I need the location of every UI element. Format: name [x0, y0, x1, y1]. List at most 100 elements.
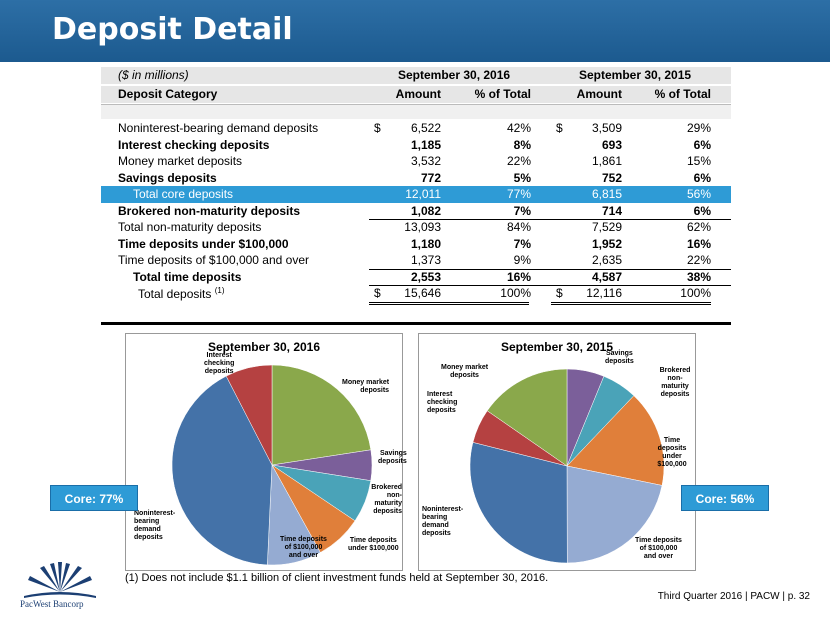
subtotal-rule [369, 268, 731, 270]
pct-2016: 7% [513, 203, 531, 218]
pct-2016: 100% [500, 286, 531, 300]
row-label: Money market deposits [118, 154, 243, 168]
row-label: Time deposits under $100,000 [118, 236, 289, 251]
table-row: Interest checking deposits 1,185 8% 693 6% [101, 137, 731, 154]
pie-slice [566, 395, 665, 486]
header-divider [101, 104, 731, 105]
amount-2015: 3,509 [591, 121, 622, 135]
pct-2016: 42% [506, 121, 531, 135]
section-divider [101, 322, 731, 325]
amount-2016: 1,373 [410, 253, 441, 267]
pct-2015: 6% [693, 170, 711, 185]
table-row: Total time deposits 2,553 16% 4,587 38% [101, 269, 731, 286]
pct-2015: 62% [686, 220, 711, 234]
page-footer: Third Quarter 2016 | PACW | p. 32 [657, 591, 810, 602]
pct-2015: 29% [686, 121, 711, 135]
pct-2016: 9% [513, 253, 531, 267]
row-label: Total non-maturity deposits [118, 220, 262, 234]
pct2-column-header: % of Total [654, 87, 711, 101]
row-label: Total time deposits [133, 269, 242, 284]
pct1-column-header: % of Total [474, 87, 531, 101]
pie-slice [469, 442, 568, 564]
pct-2016: 22% [506, 154, 531, 168]
amount-2016: 1,082 [410, 203, 441, 218]
row-label: Total deposits [138, 287, 212, 301]
pie-2016-svg [171, 364, 373, 566]
table-row: Noninterest-bearing demand deposits $ $6,5… [101, 120, 731, 137]
total-double-rule [369, 301, 529, 303]
row-label-wrap: Total deposits (1) [138, 286, 225, 301]
pie-label-td-over: Time deposits of $100,000 and over [280, 536, 327, 559]
pie-chart-2015: September 30, 2015 Savings deposits Broker… [418, 333, 696, 571]
pie-label-td-under: Time deposits under $100,000 [657, 437, 687, 468]
dollar-sign: $ [556, 121, 563, 135]
pct-2016: 5% [513, 170, 531, 185]
subtotal-rule [369, 285, 731, 286]
pie-2015-svg [469, 368, 665, 564]
amount-2015: 6,815 [591, 187, 622, 201]
table-row: Total core deposits 12,011 77% 6,815 56% [101, 186, 731, 203]
total-double-rule [369, 303, 529, 305]
pie-slice [566, 465, 663, 564]
amount1-column-header: Amount [395, 87, 441, 101]
pie-slice [486, 368, 568, 467]
amount-2016: 15,646 [404, 286, 441, 300]
pct-2015: 100% [680, 286, 711, 300]
pacwest-logo-icon [24, 562, 96, 598]
table-row: Brokered non-maturity deposits 1,082 7% 714… [101, 203, 731, 220]
pct-2016: 16% [506, 269, 531, 284]
page-title: Deposit Detail [52, 12, 293, 47]
spacer-band [101, 105, 731, 119]
pie-label-savings: Savings deposits [605, 350, 634, 365]
table-period-header: ($ in millions) September 30, 2016 Septe… [101, 67, 731, 84]
pie-label-money-market: Money market deposits [441, 364, 489, 379]
pie-slice [225, 364, 273, 466]
amount-2015: 714 [601, 203, 622, 218]
amount-2015: 1,952 [591, 236, 622, 251]
amount-2016: 12,011 [405, 187, 441, 201]
row-label: Brokered non-maturity deposits [118, 203, 301, 218]
pct-2015: 22% [686, 253, 711, 267]
pie-label-savings: Savings deposits [378, 450, 407, 465]
pct-2015: 6% [693, 203, 711, 218]
total-double-rule [551, 303, 711, 305]
table-row: Time deposits under $100,000 1,180 7% 1,952… [101, 236, 731, 253]
units-label: ($ in millions) [118, 68, 189, 82]
dollar-sign: $ [374, 121, 381, 135]
pie-label-noninterest: Noninterest-bearing demand deposits [134, 510, 176, 541]
row-label: Total core deposits [133, 187, 234, 201]
table-row: Total deposits (1) $ $15,646 100% 12,116 100% [101, 285, 731, 302]
pct-2016: 7% [513, 236, 531, 251]
pct-2015: 16% [686, 236, 711, 251]
pie-label-interest-checking: Interest checking deposits [427, 391, 458, 414]
total-double-rule [551, 301, 711, 303]
pie-label-td-over: Time deposits of $100,000 and over [635, 537, 682, 560]
table-row: Time deposits of $100,000 and over 1,373 9… [101, 252, 731, 269]
pie-label-brokered: Brokered non-maturity deposits [659, 367, 691, 398]
table-column-band [101, 86, 731, 103]
pct-2016: 84% [506, 220, 531, 234]
pie-label-noninterest: Noninterest-bearing demand deposits [422, 506, 464, 537]
row-label: Noninterest-bearing demand deposits [118, 121, 319, 135]
amount-2015: 1,861 [591, 154, 622, 168]
amount-2015: 7,529 [591, 220, 622, 234]
pie-slice [271, 364, 372, 466]
pie-2016-title: September 30, 2016 [207, 340, 321, 354]
pie-label-td-under: Time deposits under $100,000 [348, 537, 399, 552]
amount-2016: 13,093 [404, 220, 441, 234]
dollar-sign: $ [374, 286, 381, 300]
row-label: Interest checking deposits [118, 137, 270, 152]
category-column-header: Deposit Category [118, 87, 218, 101]
pie-label-brokered: Brokered non-maturity deposits [371, 484, 402, 515]
amount-2015: 2,635 [591, 253, 622, 267]
subtotal-rule [369, 219, 731, 220]
pct-2015: 56% [686, 187, 711, 201]
table-column-header: Deposit Category Amount % of Total Amoun… [101, 86, 731, 103]
header-bar: Deposit Detail [0, 0, 830, 62]
pct-2016: 8% [513, 137, 531, 152]
pct-2015: 15% [686, 154, 711, 168]
pct-2015: 38% [686, 269, 711, 284]
amount-2016: 772 [420, 170, 441, 185]
table-header-band [101, 67, 731, 84]
footnote-mark: (1) [214, 286, 225, 295]
